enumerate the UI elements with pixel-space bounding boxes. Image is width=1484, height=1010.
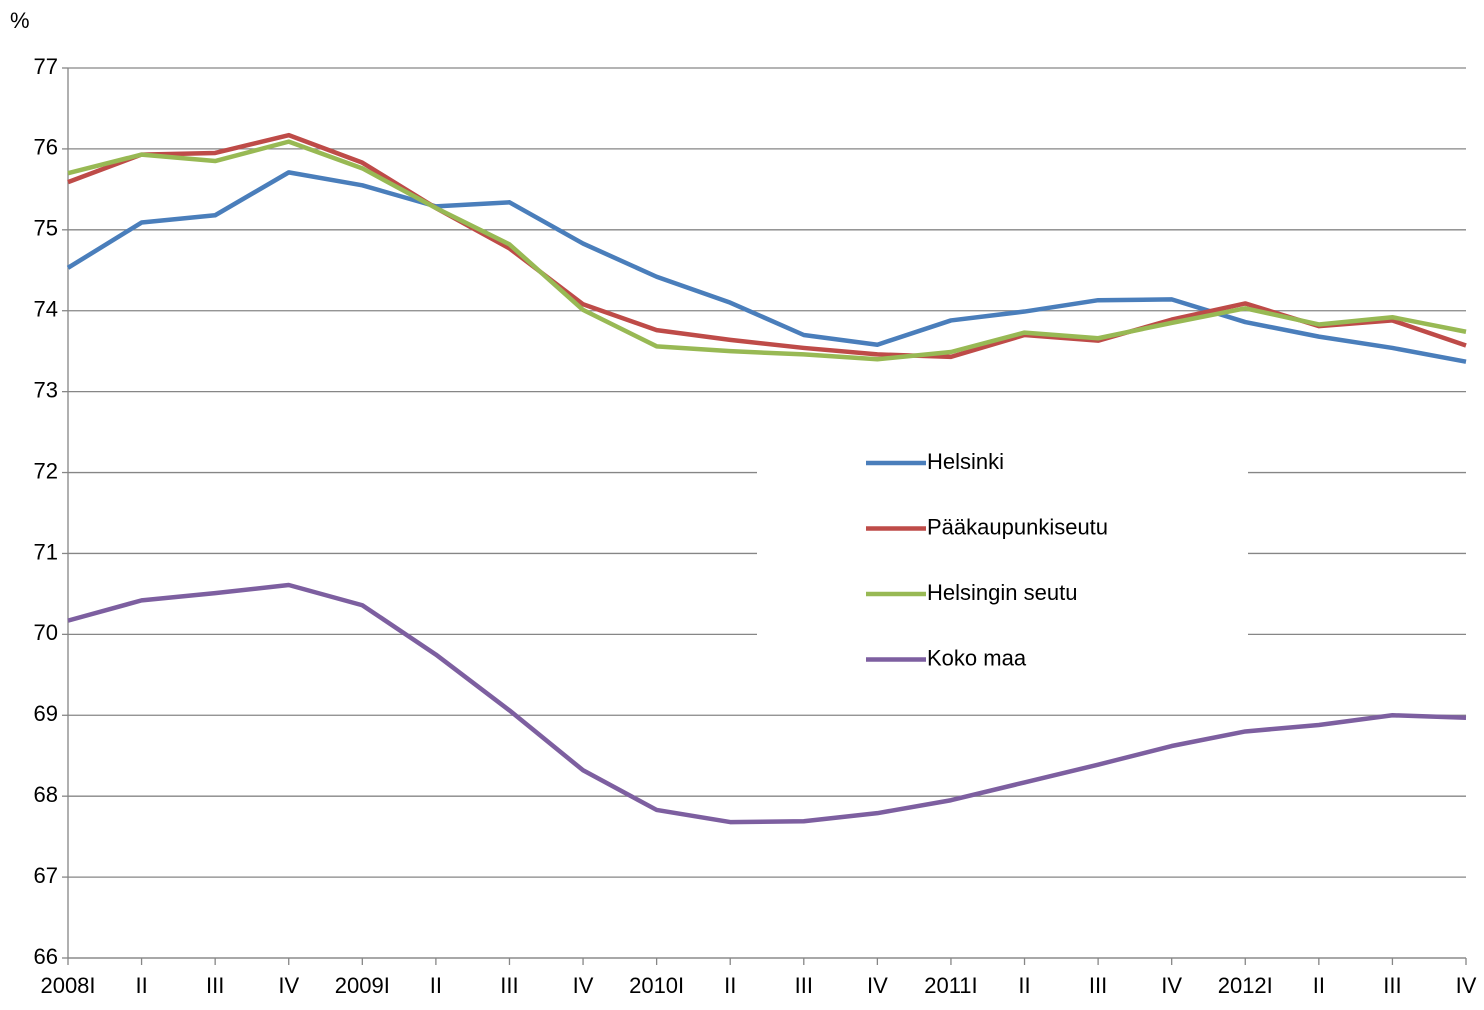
y-tick-label: 67 — [34, 863, 58, 888]
y-tick-label: 75 — [34, 216, 58, 241]
y-tick-label: 72 — [34, 458, 58, 483]
x-tick-label: II — [135, 973, 147, 998]
x-tick-label: 2010I — [629, 973, 684, 998]
series-line — [67, 132, 1467, 360]
y-tick-label: 74 — [34, 297, 58, 322]
x-tick-label: IV — [867, 973, 888, 998]
y-tick-label: 73 — [34, 377, 58, 402]
y-tick-label: 71 — [34, 539, 58, 564]
series-line — [67, 582, 1467, 825]
legend-label: Helsinki — [927, 449, 1004, 474]
series-line — [67, 139, 1467, 362]
x-tick-label: 2012I — [1218, 973, 1273, 998]
x-tick-label: II — [1313, 973, 1325, 998]
series-line — [66, 170, 1467, 364]
x-tick-label: III — [500, 973, 518, 998]
x-tick-label: 2008I — [40, 973, 95, 998]
x-tick-label: II — [724, 973, 736, 998]
y-tick-label: 70 — [34, 620, 58, 645]
x-tick-label: 2011I — [924, 973, 977, 998]
x-tick-label: IV — [573, 973, 594, 998]
legend-label: Pääkaupunkiseutu — [927, 514, 1108, 539]
x-tick-label: 2009I — [335, 973, 390, 998]
x-tick-label: III — [206, 973, 224, 998]
x-tick-label: II — [430, 973, 442, 998]
x-tick-label: II — [1018, 973, 1030, 998]
y-tick-label: 77 — [34, 54, 58, 79]
legend-label: Koko maa — [927, 645, 1027, 670]
x-tick-label: IV — [1161, 973, 1182, 998]
x-tick-label: IV — [278, 973, 299, 998]
x-tick-label: III — [1089, 973, 1107, 998]
y-tick-label: 68 — [34, 782, 58, 807]
x-tick-label: III — [1383, 973, 1401, 998]
legend-label: Helsingin seutu — [927, 580, 1077, 605]
x-tick-label: IV — [1456, 973, 1477, 998]
y-tick-label: 76 — [34, 135, 58, 160]
y-axis-label: % — [10, 8, 30, 33]
legend-box — [757, 440, 1248, 692]
x-tick-label: III — [795, 973, 813, 998]
y-tick-label: 69 — [34, 701, 58, 726]
y-tick-label: 66 — [34, 944, 58, 969]
